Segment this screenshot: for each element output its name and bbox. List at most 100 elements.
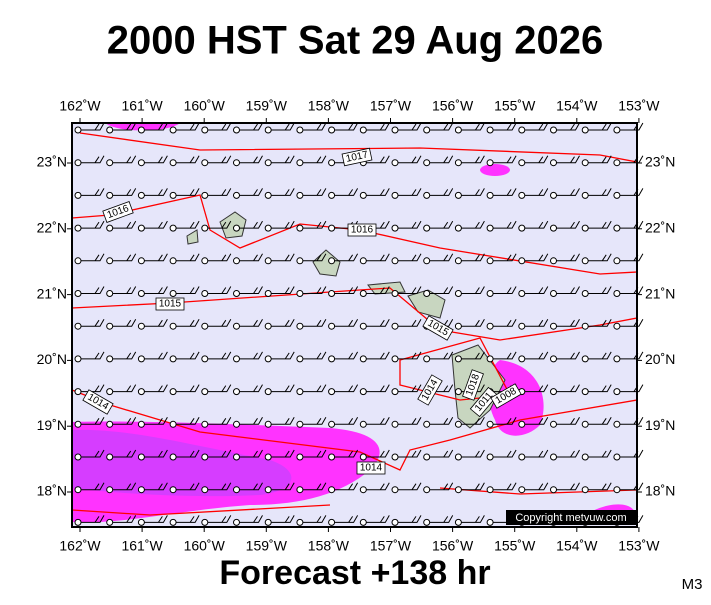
wind-barb xyxy=(271,286,295,294)
barb-station xyxy=(423,518,431,526)
barb-station xyxy=(296,355,304,363)
barb-station xyxy=(233,486,240,494)
barb-station xyxy=(74,388,82,396)
barb-station xyxy=(137,159,145,167)
isobar-label: 1016 xyxy=(347,223,377,237)
barb-station xyxy=(233,420,240,428)
wind-barb xyxy=(271,482,295,491)
lon-label: 157˚W xyxy=(370,98,412,114)
barb-station xyxy=(169,126,177,134)
barb-station xyxy=(486,518,494,526)
barb-station xyxy=(106,191,114,199)
wind-barb xyxy=(493,449,517,458)
barb-station xyxy=(74,159,82,167)
lon-label: 160˚W xyxy=(184,98,226,114)
barb-station xyxy=(359,453,367,461)
isobar-label-box xyxy=(490,383,522,409)
barb-station xyxy=(264,191,272,199)
isobar-label-box xyxy=(155,297,185,311)
heavy-rain-area xyxy=(72,429,292,497)
wind-barb xyxy=(398,286,422,294)
niihau xyxy=(186,229,199,245)
wind-barb xyxy=(398,515,422,523)
wind-barb xyxy=(334,286,359,294)
wind-barb xyxy=(271,515,295,523)
barb-station xyxy=(296,257,304,265)
barb-station xyxy=(581,420,589,428)
wind-barb xyxy=(271,417,295,425)
wind-barb xyxy=(524,253,549,262)
barb-station xyxy=(328,420,336,428)
lat-label: 22˚N xyxy=(645,220,675,236)
barb-station xyxy=(328,191,336,199)
barb-station xyxy=(359,420,367,428)
wind-barb xyxy=(302,122,327,131)
barb-station xyxy=(486,355,494,363)
wind-barb xyxy=(302,155,327,164)
barb-station xyxy=(328,453,336,461)
barb-station xyxy=(581,355,589,363)
barb-station xyxy=(137,453,145,461)
barb-station xyxy=(169,355,177,363)
lat-label: 19˚N xyxy=(645,417,675,433)
wind-barb xyxy=(429,417,454,425)
wind-barb xyxy=(176,351,200,360)
barb-station xyxy=(423,257,431,265)
barb-station xyxy=(233,518,240,526)
barb-station xyxy=(296,191,304,199)
barb-station xyxy=(201,388,209,396)
lat-label: 23˚N xyxy=(645,154,675,170)
wind-barb xyxy=(207,482,232,491)
wind-barb xyxy=(81,515,105,523)
barb-station xyxy=(106,453,114,461)
barb-station xyxy=(518,159,526,167)
barb-station xyxy=(233,355,240,363)
wind-barb xyxy=(461,286,485,294)
barb-station xyxy=(328,290,336,297)
wind-barb xyxy=(207,188,232,196)
barb-station xyxy=(486,290,494,297)
barb-station xyxy=(328,224,336,232)
barb-station xyxy=(74,126,82,134)
barb-station xyxy=(391,518,399,526)
barb-station xyxy=(328,388,336,396)
barb-station xyxy=(518,224,526,232)
barb-station xyxy=(391,355,399,363)
barb-station xyxy=(391,290,399,297)
wind-barb xyxy=(176,122,200,131)
wind-barb xyxy=(239,155,263,164)
barb-station xyxy=(454,486,462,494)
barb-station xyxy=(296,486,304,494)
wind-barb xyxy=(556,449,580,458)
wind-barb xyxy=(524,482,549,491)
wind-barb xyxy=(524,122,549,131)
wind-barb xyxy=(271,253,295,262)
barb-station xyxy=(169,388,177,396)
wind-barb xyxy=(271,449,295,458)
wind-barb xyxy=(81,351,105,360)
barb-station xyxy=(454,388,462,396)
wind-barb xyxy=(81,253,105,262)
wind-barb xyxy=(556,482,580,491)
barb-station xyxy=(550,420,557,428)
barb-station xyxy=(328,322,336,330)
isobar-label-text: 1017 xyxy=(345,149,369,164)
wind-barb xyxy=(81,384,105,393)
barb-station xyxy=(391,126,399,134)
barb-station xyxy=(454,355,462,363)
wind-barb xyxy=(334,253,359,262)
barb-station xyxy=(201,224,209,232)
barb-station xyxy=(137,486,145,494)
wind-barb xyxy=(239,122,263,131)
lon-label: 158˚W xyxy=(308,98,350,114)
wind-barb xyxy=(207,351,232,360)
wind-barb xyxy=(461,482,485,491)
barb-station xyxy=(264,224,272,232)
barb-station xyxy=(613,290,621,297)
wind-barb xyxy=(429,155,454,164)
wind-barb xyxy=(112,253,137,262)
barb-station xyxy=(74,518,82,526)
wind-barb xyxy=(81,122,105,131)
copyright: Copyright metvuw.com xyxy=(515,512,626,524)
barb-station xyxy=(137,257,145,265)
